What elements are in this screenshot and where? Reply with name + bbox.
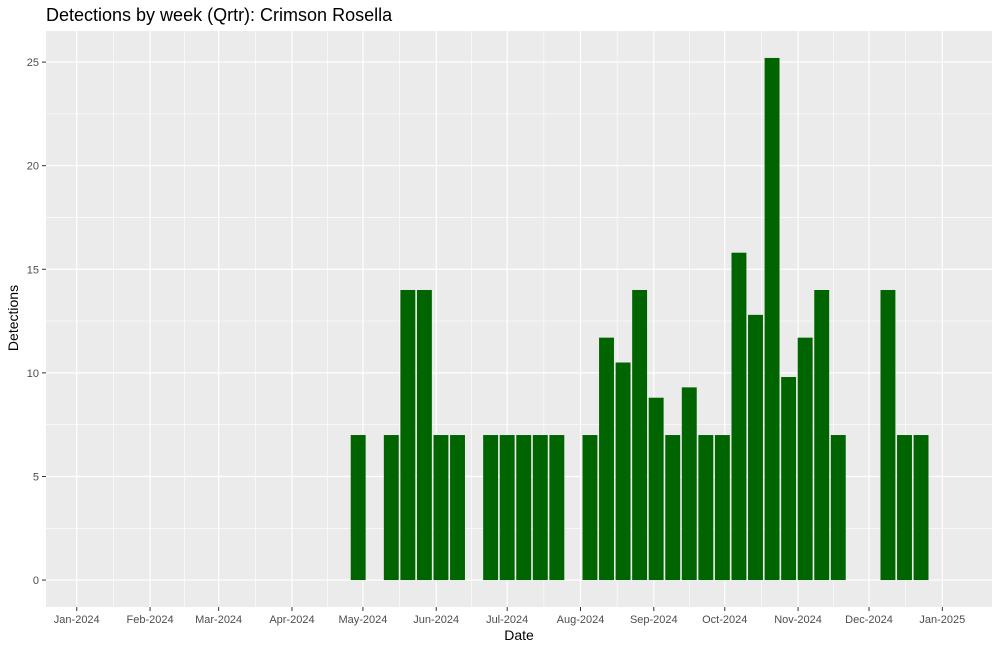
x-tick-label: Oct-2024 (702, 614, 747, 626)
bar (582, 435, 598, 581)
x-tick-label: Dec-2024 (845, 614, 893, 626)
bars (350, 57, 929, 581)
bar (416, 289, 432, 581)
bar (814, 289, 830, 581)
y-tick-label: 5 (33, 471, 39, 483)
bar (880, 289, 896, 581)
bar (483, 435, 499, 581)
y-tick-label: 0 (33, 575, 39, 587)
x-tick-label: Sep-2024 (630, 614, 678, 626)
y-tick-label: 20 (27, 161, 39, 173)
x-tick-label: Feb-2024 (127, 614, 174, 626)
x-tick-label: Nov-2024 (774, 614, 822, 626)
bar (698, 435, 714, 581)
bar (532, 435, 548, 581)
bar (400, 289, 416, 581)
bar (516, 435, 532, 581)
bar (350, 435, 366, 581)
x-tick-label: Aug-2024 (557, 614, 605, 626)
bar (797, 337, 813, 581)
chart-title: Detections by week (Qrtr): Crimson Rosel… (46, 5, 393, 25)
x-tick-label: Mar-2024 (195, 614, 242, 626)
y-axis: 0 5 10 15 20 25 (27, 57, 46, 587)
x-tick-label: Jun-2024 (413, 614, 459, 626)
bar (731, 252, 747, 581)
bar (714, 435, 730, 581)
bar (433, 435, 449, 581)
y-tick-label: 25 (27, 57, 39, 69)
bar (383, 435, 399, 581)
bar (897, 435, 912, 581)
bar (913, 435, 929, 581)
bar (450, 435, 465, 581)
x-axis: Jan-2024 Feb-2024 Mar-2024 Apr-2024 May-2024… (54, 607, 965, 626)
x-tick-label: Jan-2024 (54, 614, 100, 626)
x-axis-title: Date (504, 627, 534, 643)
x-tick-label: Jan-2025 (919, 614, 965, 626)
bar (781, 377, 797, 581)
bar (830, 435, 846, 581)
bar (549, 435, 565, 581)
bar (599, 337, 614, 581)
y-tick-label: 10 (27, 368, 39, 380)
y-tick-label: 15 (27, 264, 39, 276)
bar (648, 397, 664, 581)
bar (632, 289, 648, 581)
bar (764, 57, 780, 581)
x-tick-label: Jul-2024 (486, 614, 528, 626)
bar (499, 435, 515, 581)
bar (748, 314, 763, 581)
x-tick-label: Apr-2024 (269, 614, 314, 626)
bar (681, 387, 697, 581)
bar (615, 362, 631, 581)
y-axis-title: Detections (5, 285, 21, 351)
x-tick-label: May-2024 (338, 614, 387, 626)
bar (665, 435, 681, 581)
